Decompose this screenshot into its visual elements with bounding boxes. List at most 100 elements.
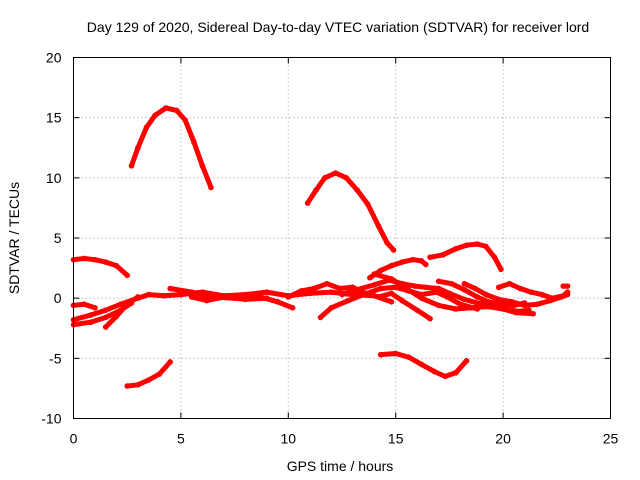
data-point [160,292,167,299]
chart-title: Day 129 of 2020, Sidereal Day-to-day VTE… [87,19,589,35]
y-axis-label: SDTVAR / TECUs [6,182,22,294]
data-point [418,361,425,368]
data-point [102,324,109,330]
data-point [422,284,429,291]
x-tick-label: 0 [70,431,78,447]
data-point [440,252,446,258]
data-point [453,369,459,376]
data-point [442,373,448,380]
data-point [388,290,395,297]
data-point [143,124,150,131]
data-point [92,256,98,263]
y-tick-label: 15 [46,110,62,126]
data-point [528,289,534,295]
data-point [461,296,468,303]
data-point [446,290,453,297]
data-point [242,296,249,303]
data-point [377,285,384,292]
data-point [511,302,517,309]
data-point [163,105,169,111]
data-point [128,163,135,169]
y-tick-label: 5 [54,230,62,246]
data-point [560,292,567,299]
y-tick-label: -10 [41,411,61,427]
data-point [474,294,481,300]
data-point [135,294,141,300]
data-point [152,112,158,119]
data-point [463,242,470,249]
data-point [472,285,478,292]
data-point [392,350,399,357]
data-point [418,295,425,301]
x-tick-label: 15 [388,431,404,447]
data-point [496,296,502,303]
y-tick-label: 10 [46,170,62,186]
data-point [461,280,468,287]
data-point [87,312,94,318]
data-point [388,298,395,305]
data-point [422,261,429,268]
data-point [367,274,373,281]
data-point [386,277,393,283]
data-point [375,294,382,300]
data-point [412,283,418,289]
data-point [199,163,206,169]
data-point [410,256,416,263]
data-point [304,200,311,206]
data-point [343,175,350,181]
data-point [135,144,141,151]
data-point [399,280,405,287]
data-point [113,313,120,320]
data-point [483,291,489,298]
data-point [560,283,567,289]
data-point [498,266,504,273]
data-point [332,170,339,176]
data-point [371,282,378,288]
data-point [435,278,442,285]
data-point [274,298,281,305]
data-point [377,267,384,274]
data-point [289,304,296,311]
data-point [496,284,502,291]
data-point [468,304,474,311]
data-point [190,138,197,145]
data-point [448,280,455,287]
data-point [564,283,571,289]
data-point [145,291,152,298]
data-point [435,285,442,292]
data-point [322,175,328,181]
data-point [156,371,163,377]
data-point [182,117,188,123]
data-point [145,377,152,383]
data-point [457,301,463,307]
series-arc-early-positive [71,256,130,278]
data-point [474,241,481,247]
data-point [124,301,130,307]
data-point [167,359,173,365]
data-point [102,314,109,321]
data-point [337,285,343,292]
y-tick-label: 0 [54,290,62,306]
data-point [453,306,459,312]
data-point [498,301,504,307]
x-axis-label: GPS time / hours [287,458,394,474]
data-point [364,201,371,208]
data-point [435,302,442,309]
data-point [285,294,292,300]
data-point [483,243,489,250]
data-point [188,294,195,300]
data-point [463,357,470,364]
y-tick-label: 20 [46,50,62,66]
data-point [298,288,304,294]
data-point [427,254,433,261]
data-point [208,184,214,191]
data-point [345,297,352,304]
data-point [549,295,556,301]
data-point [135,382,141,388]
data-point [517,285,524,292]
data-point [371,271,378,277]
y-tick-label: -5 [49,350,62,366]
data-point [388,262,395,269]
data-point [92,304,98,311]
data-point [414,307,420,314]
